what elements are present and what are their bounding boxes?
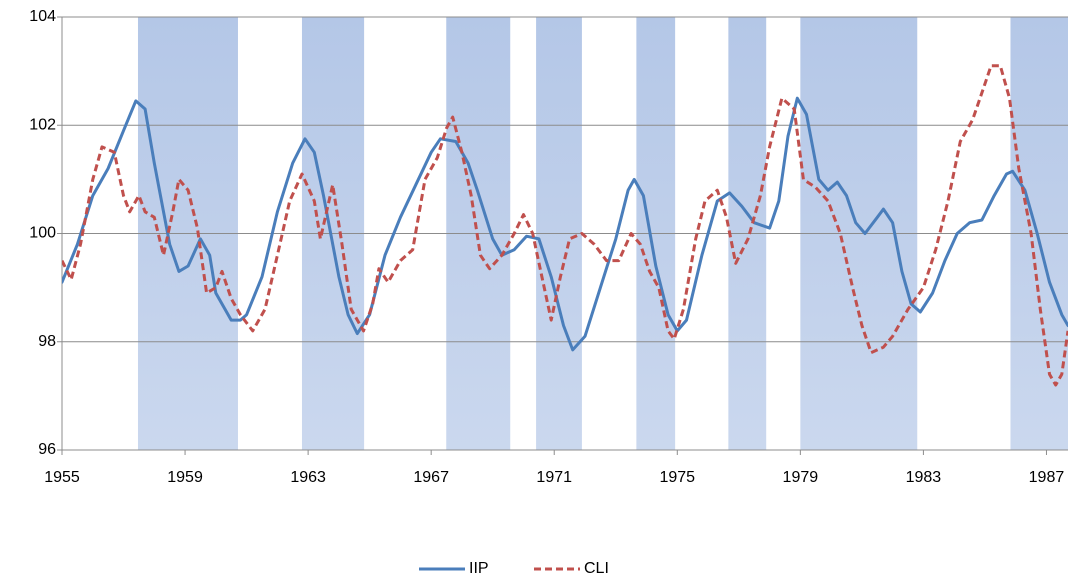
x-tick-label: 1987 — [1029, 469, 1065, 486]
legend-label: CLI — [584, 560, 609, 577]
x-tick-label: 1967 — [413, 469, 449, 486]
x-tick-label: 1979 — [783, 469, 819, 486]
x-tick-label: 1963 — [290, 469, 326, 486]
y-tick-label: 100 — [29, 225, 56, 242]
x-tick-label: 1971 — [536, 469, 572, 486]
x-tick-label: 1959 — [167, 469, 203, 486]
x-tick-label: 1955 — [44, 469, 80, 486]
legend-label: IIP — [469, 560, 489, 577]
series-line — [62, 96, 1068, 352]
x-tick-label: 1975 — [659, 469, 695, 486]
y-tick-label: 96 — [38, 441, 56, 458]
y-tick-label: 104 — [29, 8, 56, 25]
x-tick-label: 1983 — [906, 469, 942, 486]
y-tick-label: 102 — [29, 116, 56, 133]
series-line — [62, 64, 1068, 387]
y-tick-label: 98 — [38, 333, 56, 350]
plot-area — [62, 64, 1068, 387]
